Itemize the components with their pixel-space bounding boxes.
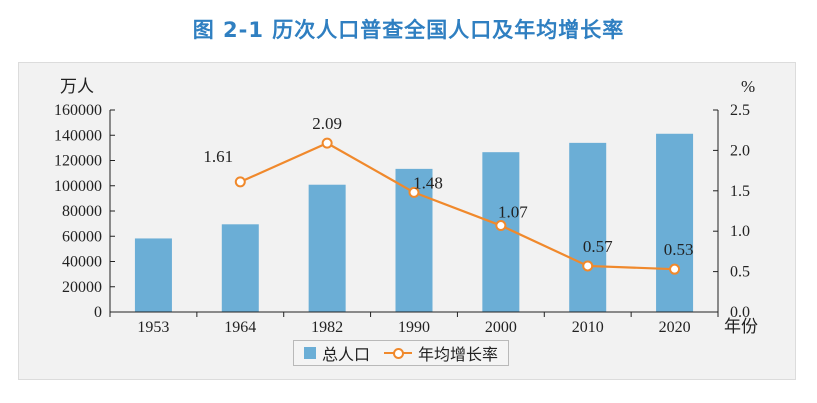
left-tick-label: 120000 [54, 153, 102, 170]
legend-label-population: 总人口 [322, 345, 371, 364]
growth-label-2020: 0.53 [664, 240, 694, 259]
growth-label-1982: 2.09 [312, 114, 342, 133]
left-tick-label: 0 [94, 304, 102, 321]
growth-label-2000: 1.07 [498, 203, 528, 222]
bar-1964 [221, 224, 259, 312]
growth-label-2010: 0.57 [583, 237, 613, 256]
legend-item-growth: 年均增长率 [384, 341, 498, 365]
legend-swatch-line [384, 347, 413, 359]
bar-1953 [134, 238, 172, 312]
growth-point-2010 [582, 260, 594, 272]
left-tick-label: 40000 [62, 254, 102, 271]
right-tick-label: 1.0 [730, 223, 750, 240]
legend-label-growth: 年均增长率 [418, 345, 499, 364]
bar-1982 [308, 184, 346, 312]
growth-label-1990: 1.48 [413, 173, 443, 192]
right-tick-label: 2.0 [730, 142, 750, 159]
growth-point-1982 [321, 137, 333, 149]
left-tick-label: 100000 [54, 178, 102, 195]
growth-label-1964: 1.61 [203, 147, 233, 166]
growth-point-1964 [234, 176, 246, 188]
chart-legend: 总人口 年均增长率 [293, 340, 510, 366]
growth-point-2020 [669, 263, 681, 275]
left-axis-label: 万人 [60, 77, 94, 96]
left-tick-label: 60000 [62, 228, 102, 245]
x-tick-label: 2020 [659, 319, 691, 336]
left-tick-label: 20000 [62, 279, 102, 296]
right-tick-label: 0.0 [730, 304, 750, 321]
x-tick-label: 2000 [485, 319, 517, 336]
bar-2020 [656, 133, 694, 312]
right-tick-label: 1.5 [730, 183, 750, 200]
x-axis-label: 年份 [724, 317, 758, 336]
bar-2010 [569, 142, 607, 312]
legend-swatch-bar [304, 347, 316, 359]
legend-item-population: 总人口 [304, 341, 370, 365]
x-tick-label: 2010 [572, 319, 604, 336]
x-tick-label: 1990 [398, 319, 430, 336]
growth-rate-line [239, 141, 675, 271]
left-tick-label: 80000 [62, 203, 102, 220]
left-tick-label: 160000 [54, 102, 102, 119]
growth-point-2000 [495, 220, 507, 232]
right-tick-label: 2.5 [730, 102, 750, 119]
right-tick-label: 0.5 [730, 264, 750, 281]
left-tick-label: 140000 [54, 127, 102, 144]
chart-title: 图 2-1 历次人口普查全国人口及年均增长率 [192, 18, 625, 42]
x-tick-label: 1953 [137, 319, 169, 336]
growth-point-1990 [408, 186, 420, 198]
right-axis-label: % [741, 77, 755, 96]
x-tick-label: 1964 [224, 319, 256, 336]
x-tick-label: 1982 [311, 319, 343, 336]
